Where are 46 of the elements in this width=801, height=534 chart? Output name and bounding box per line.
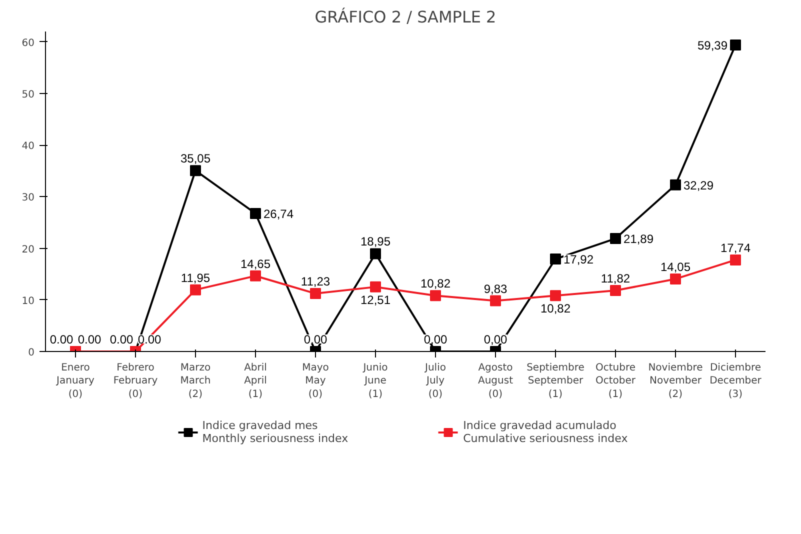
data-label: 18,95 [360, 234, 391, 249]
y-tick-label: 60 [22, 38, 35, 49]
data-label: 26,74 [264, 206, 294, 221]
y-tick-label: 20 [22, 244, 35, 256]
data-label: 59,39 [697, 38, 728, 52]
data-label: 0.00 [138, 332, 162, 346]
y-tick-label: 30 [22, 192, 35, 204]
legend-label: Indice gravedad mes Monthly seriousness index [202, 418, 348, 447]
data-label: 9,83 [484, 282, 508, 296]
x-tick-label: Septiembre September (1) [526, 362, 584, 400]
data-label: 12,51 [360, 292, 391, 307]
data-label: 14,65 [240, 256, 271, 271]
y-tick-label: 50 [22, 89, 35, 100]
legend-label: Indice gravedad acumulado Cumulative seriousness index [463, 418, 628, 447]
x-tick-label: Agosto August (0) [478, 362, 514, 400]
x-tick-label: Febrero February (0) [113, 362, 158, 400]
x-tick-label: Julio July (0) [424, 362, 446, 400]
data-label: 0.00 [110, 332, 134, 346]
x-tick-label: Marzo March (2) [180, 362, 211, 400]
data-label: 35,05 [180, 152, 211, 166]
data-label: 21,89 [624, 232, 654, 246]
x-tick-label: Enero January (0) [56, 362, 95, 400]
x-tick-label: Diciembre December (3) [710, 362, 762, 400]
x-tick-label: Junio June (1) [362, 362, 388, 400]
x-tick-label: Octubre October (1) [595, 362, 636, 400]
data-label: 0,00 [484, 332, 508, 346]
data-label: 10,82 [540, 302, 571, 316]
data-label: 32,29 [684, 178, 714, 192]
x-tick-label: Abril April (1) [244, 362, 267, 400]
data-label: 14,05 [660, 260, 691, 274]
y-tick-label: 40 [22, 141, 35, 152]
x-tick-label: Mayo May (0) [302, 362, 329, 400]
data-label: 0.00 [78, 332, 102, 346]
data-label: 11,95 [180, 270, 210, 285]
y-tick-label: 10 [22, 296, 35, 307]
data-label: 0.00 [50, 332, 74, 346]
data-label: 10,82 [420, 276, 451, 291]
y-tick-label: 0 [28, 348, 35, 358]
data-label: 17,92 [564, 252, 594, 267]
data-label: 0,00 [424, 332, 448, 346]
data-label: 11,82 [600, 271, 630, 286]
data-label: 11,23 [300, 274, 330, 289]
chart-title: GRÁFICO 2 / SAMPLE 2 [314, 8, 496, 26]
x-tick-label: Noviembre November (2) [648, 362, 703, 400]
data-label: 17,74 [720, 240, 751, 255]
data-label: 0,00 [304, 332, 328, 346]
